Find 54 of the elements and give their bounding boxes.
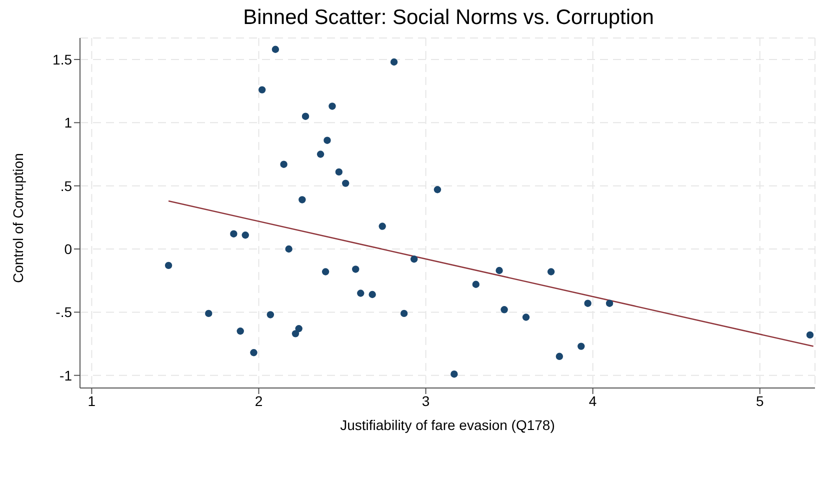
point <box>335 168 343 176</box>
x-tick-label: 3 <box>422 392 430 409</box>
x-tick-label: 4 <box>588 392 597 409</box>
x-tick-label: 1 <box>88 392 96 409</box>
point <box>280 160 288 168</box>
point <box>522 314 530 321</box>
point <box>295 325 302 332</box>
point <box>806 331 814 339</box>
y-tick-label: 0 <box>64 240 72 257</box>
y-tick-label: 1.5 <box>52 51 72 68</box>
point <box>316 150 324 158</box>
point <box>357 290 364 297</box>
point <box>272 46 280 53</box>
point <box>584 300 592 307</box>
point <box>164 262 172 270</box>
point <box>230 230 238 238</box>
point <box>496 266 503 274</box>
point <box>450 370 458 378</box>
point <box>352 266 360 273</box>
x-axis-title: Justifiability of fare evasion (Q178) <box>340 417 555 433</box>
chart-title: Binned Scatter: Social Norms vs. Corruption <box>242 6 655 30</box>
y-tick-label: -1 <box>60 367 72 384</box>
point <box>472 280 480 288</box>
y-axis-title: Control of Corruption <box>10 153 26 283</box>
x-tick-label: 2 <box>254 392 263 409</box>
point <box>266 311 274 318</box>
point <box>205 310 212 318</box>
point <box>250 349 258 356</box>
point <box>324 136 331 144</box>
point <box>342 180 350 187</box>
y-tick-label: .5 <box>60 178 72 194</box>
point <box>242 232 249 239</box>
point <box>410 256 418 263</box>
x-tick-label: 5 <box>756 392 764 409</box>
point <box>322 268 330 276</box>
point <box>285 245 292 253</box>
point <box>547 268 555 276</box>
point <box>434 186 442 194</box>
point <box>292 330 300 338</box>
point <box>258 86 266 94</box>
point <box>302 112 310 120</box>
point <box>328 102 336 110</box>
point <box>390 58 398 66</box>
y-tick-label: 1 <box>64 114 72 131</box>
point <box>368 290 376 298</box>
point <box>578 342 585 350</box>
point <box>556 352 564 360</box>
point <box>378 222 386 230</box>
point <box>400 310 408 318</box>
point <box>236 328 244 335</box>
point <box>606 300 614 307</box>
point <box>298 196 306 204</box>
point <box>500 306 508 314</box>
y-tick-label: -.5 <box>56 304 72 320</box>
